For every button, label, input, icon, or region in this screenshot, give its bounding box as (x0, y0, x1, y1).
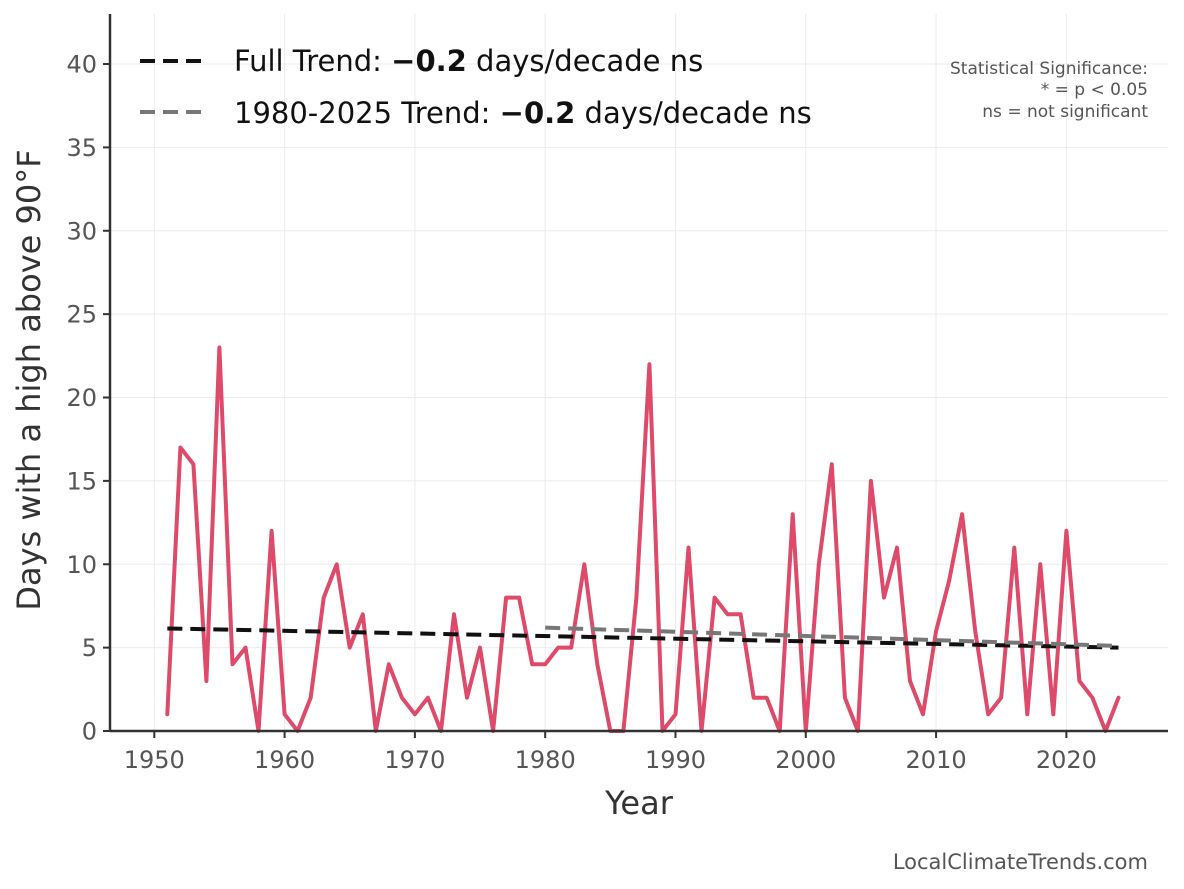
series-layer (165, 345, 1121, 733)
y-tick-label: 15 (66, 467, 97, 495)
legend-label-1980-trend: 1980-2025 Trend: −0.2 days/decade ns (234, 96, 812, 130)
y-tick-label: 30 (66, 217, 97, 245)
legend-full-trend-suffix: days/decade ns (467, 44, 703, 78)
y-tick-label: 10 (66, 551, 97, 579)
footer-credit: LocalClimateTrends.com (893, 850, 1148, 874)
legend-1980-trend-suffix: days/decade ns (575, 96, 811, 130)
x-tick-label: 1960 (254, 746, 315, 774)
legend-full-trend-value: −0.2 (391, 44, 467, 78)
x-tick-label: 1950 (124, 746, 185, 774)
legend: Full Trend: −0.2 days/decade ns 1980-202… (140, 44, 812, 130)
x-tick-label: 1980 (515, 746, 576, 774)
y-tick-label: 35 (66, 134, 97, 162)
y-tick-label: 20 (66, 384, 97, 412)
significance-title: Statistical Significance: (950, 59, 1148, 79)
significance-line-2: ns = not significant (982, 102, 1148, 122)
axes (108, 14, 1168, 733)
legend-full-trend-prefix: Full Trend: (234, 44, 391, 78)
legend-1980-trend-prefix: 1980-2025 Trend: (234, 96, 500, 130)
x-tick-label: 2020 (1036, 746, 1097, 774)
significance-line-1: * = p < 0.05 (1041, 80, 1148, 100)
x-axis-title: Year (604, 784, 674, 822)
legend-1980-trend-value: −0.2 (500, 96, 576, 130)
trend-1980-2025-line (545, 625, 1119, 648)
y-tick-label: 25 (66, 301, 97, 329)
y-tick-label: 40 (66, 51, 97, 79)
y-tick-label: 5 (82, 634, 97, 662)
y-axis-title: Days with a high above 90°F (10, 149, 48, 610)
legend-label-full-trend: Full Trend: −0.2 days/decade ns (234, 44, 703, 78)
grid (110, 14, 1168, 731)
x-tick-label: 1990 (645, 746, 706, 774)
full-trend-line (167, 626, 1119, 650)
x-tick-label: 1970 (384, 746, 445, 774)
x-tick-label: 2010 (906, 746, 967, 774)
ticks: 0 5 10 15 20 25 30 35 40 1950 1960 1970 1980 1990 2000… (66, 51, 1096, 774)
x-tick-label: 2000 (775, 746, 836, 774)
y-tick-label: 0 (82, 718, 97, 746)
days-above-90f-line (165, 345, 1121, 733)
significance-note: Statistical Significance: * = p < 0.05 n… (950, 59, 1148, 122)
